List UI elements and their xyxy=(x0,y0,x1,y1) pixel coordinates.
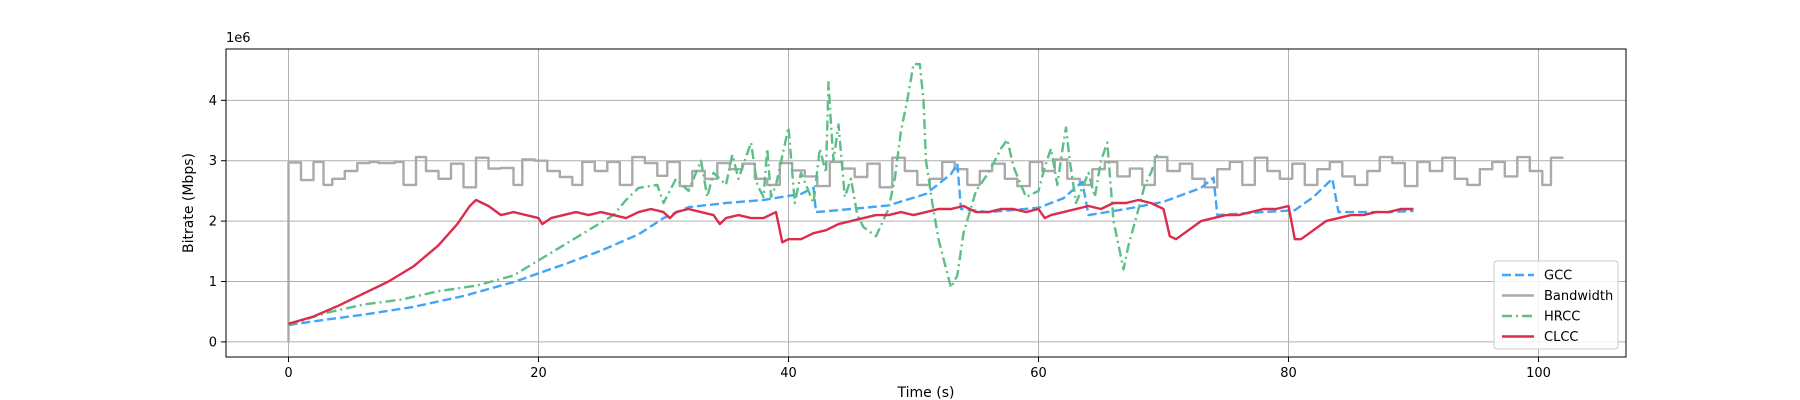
x-tick-label: 40 xyxy=(780,366,797,381)
y-offset-label: 1e6 xyxy=(226,31,251,46)
y-axis-label: Bitrate (Mbps) xyxy=(181,153,197,253)
x-tick-label: 80 xyxy=(1280,366,1297,381)
legend-label-clcc: CLCC xyxy=(1544,330,1578,345)
x-tick-label: 60 xyxy=(1030,366,1047,381)
y-tick-label: 2 xyxy=(209,215,217,230)
legend-label-hrcc: HRCC xyxy=(1544,310,1580,325)
legend-label-gcc: GCC xyxy=(1544,269,1572,284)
plot-frame xyxy=(225,48,1627,358)
series-line-clcc xyxy=(288,198,1414,325)
x-tick-label: 20 xyxy=(530,366,547,381)
series-line-bandwidth xyxy=(287,155,1564,342)
y-tick-label: 1 xyxy=(209,275,217,290)
x-tick-label: 100 xyxy=(1526,366,1551,381)
x-axis-label: Time (s) xyxy=(897,385,955,400)
x-tick-label: 0 xyxy=(284,366,292,381)
y-tick-label: 0 xyxy=(209,335,217,350)
legend: GCC Bandwidth HRCC CLCC xyxy=(1493,260,1619,350)
legend-label-bandwidth: Bandwidth xyxy=(1544,289,1613,304)
series-layer xyxy=(287,62,1564,342)
y-tick-label: 4 xyxy=(209,94,217,109)
y-tick-label: 3 xyxy=(209,154,217,169)
y-axis-ticks: 0 1 2 3 4 xyxy=(209,94,226,350)
legend-box xyxy=(1493,260,1619,350)
x-axis-ticks: 0 20 40 60 80 100 xyxy=(284,357,1551,381)
